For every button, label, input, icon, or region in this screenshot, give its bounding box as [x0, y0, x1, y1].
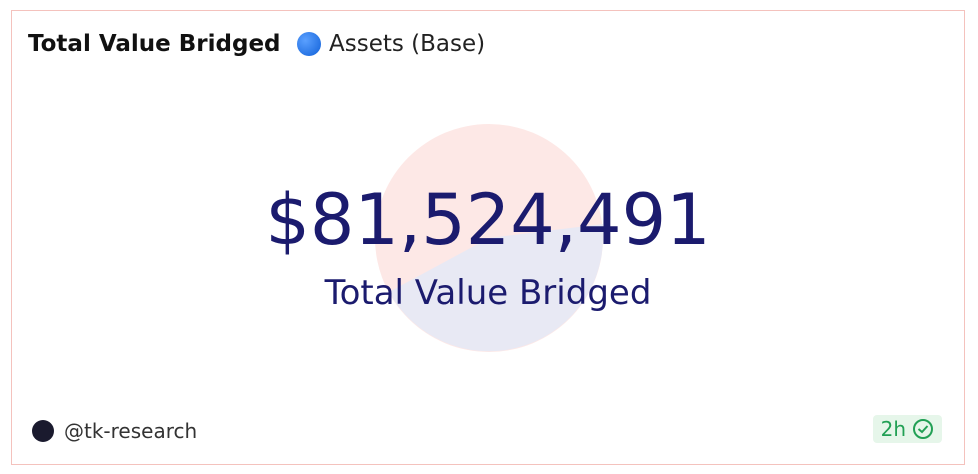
watermark [375, 124, 603, 352]
avatar [32, 420, 54, 442]
verified-icon [913, 419, 933, 439]
age-text: 2h [880, 417, 906, 441]
author-name: @tk-research [64, 419, 198, 443]
subtitle-text: Assets (Base) [329, 31, 486, 57]
refresh-age[interactable]: 2h [872, 415, 942, 443]
title: Total Value Bridged [28, 31, 281, 57]
card: Total Value Bridged Assets (Base) $81,52… [11, 10, 965, 465]
counter-label: Total Value Bridged [324, 273, 652, 313]
author[interactable]: @tk-research [32, 419, 197, 443]
counter-value: $81,524,491 [265, 179, 711, 261]
subtitle[interactable]: Assets (Base) [297, 31, 485, 57]
chain-icon [297, 32, 321, 56]
